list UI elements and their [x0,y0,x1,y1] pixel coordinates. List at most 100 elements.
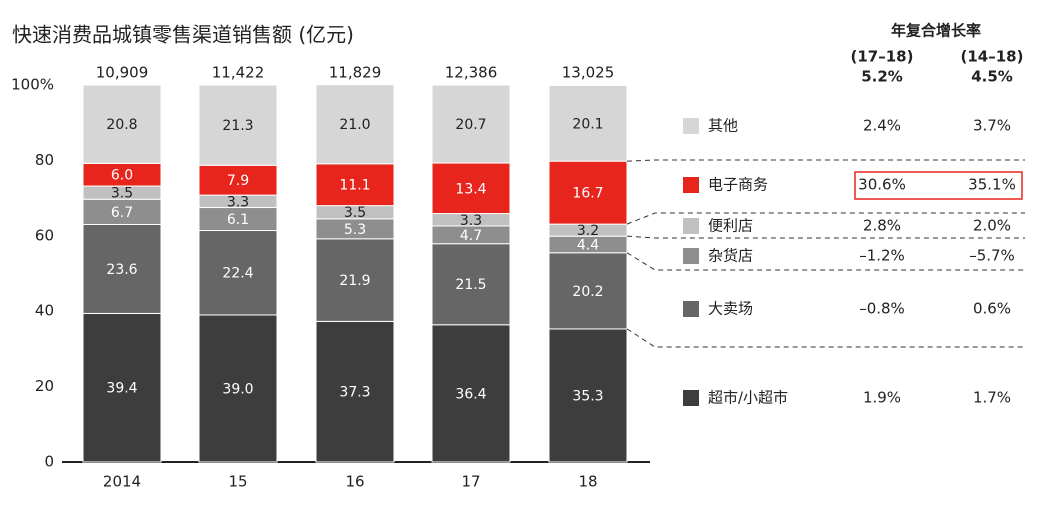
table-total: 5.2% [861,68,903,86]
cagr-value: 3.7% [973,117,1011,135]
connector-line [626,212,1025,225]
legend-swatch [683,301,699,317]
table-total: 4.5% [971,68,1013,86]
bar-segment [198,314,278,463]
cagr-value: –1.2% [859,247,905,265]
table-title: 年复合增长率 [891,22,981,40]
data-label: 3.3 [227,194,249,210]
data-label: 23.6 [106,262,137,278]
connector-line [626,328,1025,348]
cagr-value: 1.7% [973,389,1011,407]
total-label: 11,829 [329,64,382,82]
data-label: 20.8 [106,117,137,133]
total-label: 11,422 [212,64,265,82]
total-label: 13,025 [562,64,615,82]
connector-line [626,235,1025,239]
bar-segment [548,84,628,162]
x-tick-label: 18 [578,473,597,491]
bar-segment [198,164,278,196]
cagr-value: –0.8% [859,300,905,318]
data-label: 6.7 [111,205,133,221]
y-tick-label: 60 [35,226,54,244]
data-label: 4.7 [460,228,482,244]
total-label: 12,386 [445,64,498,82]
y-tick-label: 0 [44,453,54,471]
legend-swatch [683,118,699,134]
legend-label: 杂货店 [708,247,753,265]
cagr-value: 30.6% [858,176,906,194]
cagr-value: 1.9% [863,389,901,407]
x-tick-label: 17 [461,473,480,491]
bar-segment [315,163,395,207]
connector-line [626,252,1025,271]
chart-title: 快速消费品城镇零售渠道销售额 (亿元) [12,23,354,47]
x-tick-label: 2014 [103,473,141,491]
bar-segment [548,160,628,225]
x-tick-label: 15 [228,473,247,491]
legend-label: 大卖场 [708,300,753,318]
legend-swatch [683,390,699,406]
bar-segment [82,312,162,463]
y-tick-label: 100% [11,76,54,94]
data-label: 13.4 [455,181,486,197]
data-label: 3.3 [460,213,482,229]
cagr-value: 2.8% [863,217,901,235]
data-label: 5.3 [344,222,366,238]
data-label: 22.4 [222,266,253,282]
data-label: 21.0 [339,117,370,133]
legend-label: 超市/小超市 [708,389,788,407]
table-column: (17–18) [851,48,914,66]
data-label: 16.7 [572,186,603,202]
table-column: (14–18) [961,48,1024,66]
connector-line [626,159,1025,162]
bar-segment [431,324,511,463]
data-label: 3.5 [344,205,366,221]
legend-label: 便利店 [708,217,753,235]
bar-segment [82,223,162,314]
data-label: 6.0 [111,168,133,184]
data-label: 21.9 [339,273,370,289]
bar-segment [431,162,511,215]
bar-segment [315,84,395,165]
total-label: 10,909 [96,64,149,82]
data-label: 37.3 [339,385,370,401]
data-label: 20.2 [572,284,603,300]
data-label: 11.1 [339,178,370,194]
legend-swatch [683,248,699,264]
bar-segment [315,238,395,322]
legend-swatch [683,218,699,234]
y-tick-label: 80 [35,151,54,169]
bar-segment [548,252,628,330]
highlight-box [854,171,1023,200]
data-label: 36.4 [455,386,486,402]
cagr-value: 35.1% [968,176,1016,194]
data-label: 20.1 [572,116,603,132]
data-label: 3.2 [577,223,599,239]
data-label: 39.4 [106,381,137,397]
data-label: 35.3 [572,388,603,404]
x-tick-label: 16 [345,473,364,491]
legend-label: 电子商务 [708,176,768,194]
data-label: 21.5 [455,277,486,293]
y-tick-label: 20 [35,377,54,395]
bar-segment [548,328,628,463]
y-tick-label: 40 [35,302,54,320]
data-label: 21.3 [222,118,253,134]
data-label: 20.7 [455,117,486,133]
legend-label: 其他 [708,117,738,135]
bar-segment [82,198,162,225]
bar-segment [431,243,511,326]
bar-segment [315,320,395,463]
cagr-value: 0.6% [973,300,1011,318]
data-label: 4.4 [577,237,599,253]
cagr-value: –5.7% [969,247,1015,265]
cagr-value: 2.4% [863,117,901,135]
data-label: 39.0 [222,381,253,397]
data-label: 3.5 [111,186,133,202]
data-label: 7.9 [227,173,249,189]
legend-swatch [683,177,699,193]
bar-segment [198,84,278,166]
bar-segment [431,84,511,164]
cagr-value: 2.0% [973,217,1011,235]
